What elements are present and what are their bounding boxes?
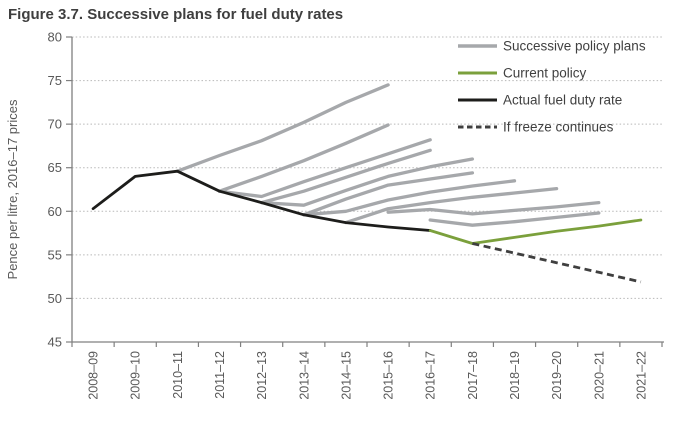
legend-label: Actual fuel duty rate <box>503 93 622 108</box>
successive-policy-plan-line <box>344 186 559 225</box>
x-tick-label: 2019–20 <box>550 351 564 400</box>
x-tick-label: 2012–13 <box>255 351 269 400</box>
chart-title: Figure 3.7. Successive plans for fuel du… <box>8 6 344 23</box>
x-tick-label: 2009–10 <box>129 351 143 400</box>
freeze-continues-line <box>472 242 642 284</box>
x-tick-label: 2010–11 <box>171 351 185 399</box>
actual-fuel-duty-line <box>91 169 432 232</box>
x-tick-label: 2013–14 <box>297 351 311 400</box>
current-policy-line <box>428 218 643 245</box>
x-tick-label: 2011–12 <box>213 351 227 399</box>
legend-label: Current policy <box>503 66 587 81</box>
successive-policy-plan-line <box>217 123 390 193</box>
successive-policy-plan-line <box>259 157 475 207</box>
y-tick-label: 50 <box>48 291 62 306</box>
y-tick-label: 65 <box>48 160 62 175</box>
x-tick-label: 2014–15 <box>339 351 353 400</box>
legend-label: Successive policy plans <box>503 39 646 54</box>
y-tick-label: 45 <box>48 335 62 350</box>
successive-policy-plan-line <box>175 83 390 173</box>
successive-policy-plan-line <box>217 138 432 199</box>
x-tick-label: 2020–21 <box>592 351 606 400</box>
y-tick-label: 75 <box>48 73 62 88</box>
y-tick-label: 70 <box>48 117 62 132</box>
successive-policy-plan-line <box>428 211 601 227</box>
x-tick-label: 2016–17 <box>424 351 438 400</box>
successive-policy-plan-line <box>302 171 475 217</box>
y-axis-label: Pence per litre, 2016–17 prices <box>5 99 20 279</box>
x-tick-label: 2017–18 <box>466 351 480 400</box>
y-tick-label: 80 <box>48 30 62 45</box>
x-tick-label: 2015–16 <box>382 351 396 400</box>
x-tick-label: 2021–22 <box>634 351 648 400</box>
x-tick-label: 2018–19 <box>508 351 522 400</box>
y-tick-label: 55 <box>48 247 62 262</box>
x-tick-label: 2008–09 <box>87 351 101 400</box>
successive-policy-plan-line <box>302 179 517 217</box>
y-tick-label: 60 <box>48 204 62 219</box>
successive-policy-plan-line <box>259 148 432 205</box>
legend-label: If freeze continues <box>503 120 614 135</box>
successive-policy-plan-line <box>386 200 601 216</box>
